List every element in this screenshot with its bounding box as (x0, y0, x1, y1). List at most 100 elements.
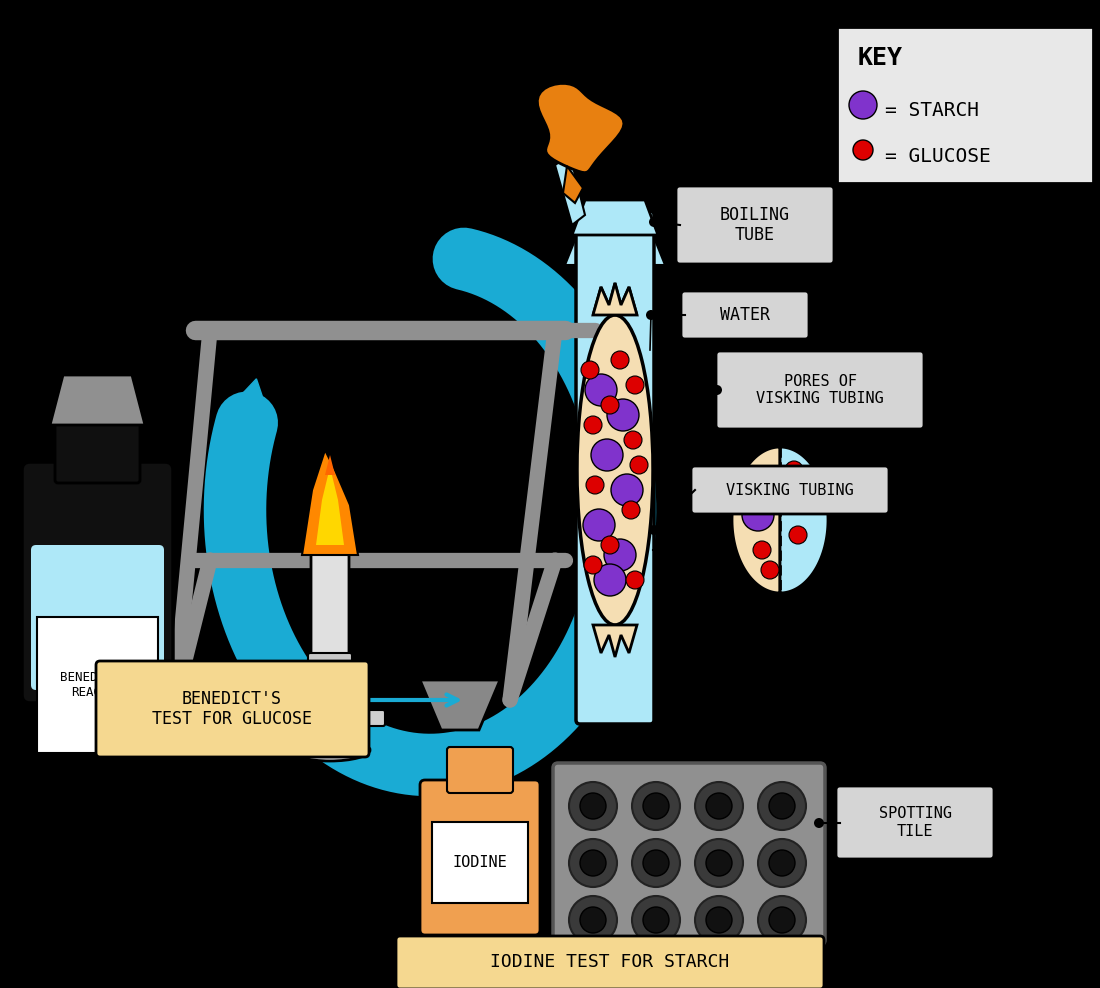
Circle shape (632, 839, 680, 887)
Circle shape (584, 556, 602, 574)
Text: BENEDICT'S
TEST FOR GLUCOSE: BENEDICT'S TEST FOR GLUCOSE (152, 690, 312, 728)
Circle shape (569, 896, 617, 944)
Circle shape (644, 907, 669, 933)
Polygon shape (420, 680, 500, 730)
FancyBboxPatch shape (676, 186, 834, 264)
Polygon shape (593, 625, 637, 657)
FancyBboxPatch shape (37, 617, 158, 753)
Circle shape (632, 782, 680, 830)
Circle shape (758, 782, 806, 830)
Text: PORES OF
VISKING TUBING: PORES OF VISKING TUBING (756, 373, 884, 406)
Circle shape (584, 416, 602, 434)
Ellipse shape (290, 739, 370, 761)
FancyBboxPatch shape (308, 653, 352, 679)
Circle shape (695, 782, 743, 830)
Polygon shape (324, 455, 336, 475)
Circle shape (607, 399, 639, 431)
Circle shape (585, 374, 617, 406)
Circle shape (610, 474, 643, 506)
Polygon shape (563, 166, 583, 203)
FancyBboxPatch shape (553, 763, 825, 945)
Polygon shape (780, 447, 828, 593)
FancyBboxPatch shape (396, 936, 824, 988)
FancyBboxPatch shape (55, 422, 140, 483)
Circle shape (644, 793, 669, 819)
Circle shape (706, 850, 732, 876)
FancyBboxPatch shape (447, 747, 513, 793)
Text: SPOTTING
TILE: SPOTTING TILE (879, 806, 952, 839)
Circle shape (630, 456, 648, 474)
Circle shape (761, 561, 779, 579)
Circle shape (754, 541, 771, 559)
Circle shape (626, 376, 644, 394)
Circle shape (626, 571, 644, 589)
FancyBboxPatch shape (576, 211, 654, 724)
Polygon shape (593, 283, 637, 315)
Polygon shape (565, 220, 666, 265)
Polygon shape (572, 200, 658, 235)
Ellipse shape (578, 315, 653, 625)
Circle shape (610, 351, 629, 369)
Circle shape (706, 907, 732, 933)
Circle shape (849, 91, 877, 119)
Circle shape (591, 439, 623, 471)
Circle shape (604, 539, 636, 571)
Circle shape (621, 501, 640, 519)
FancyBboxPatch shape (356, 710, 385, 726)
Circle shape (580, 907, 606, 933)
Polygon shape (537, 83, 624, 173)
Circle shape (814, 818, 824, 828)
Circle shape (583, 509, 615, 541)
Circle shape (769, 907, 795, 933)
Circle shape (649, 217, 659, 227)
Circle shape (580, 850, 606, 876)
Text: BENEDICT'S
REAGENT: BENEDICT'S REAGENT (60, 671, 135, 699)
Text: IODINE TEST FOR STARCH: IODINE TEST FOR STARCH (491, 953, 729, 971)
Circle shape (601, 536, 619, 554)
Circle shape (706, 793, 732, 819)
Text: BOILING
TUBE: BOILING TUBE (720, 206, 790, 244)
Circle shape (785, 461, 803, 479)
Polygon shape (556, 155, 585, 225)
Polygon shape (50, 375, 145, 425)
Circle shape (758, 896, 806, 944)
Text: VISKING TUBING: VISKING TUBING (726, 482, 854, 498)
Circle shape (769, 850, 795, 876)
FancyBboxPatch shape (299, 702, 361, 738)
Circle shape (852, 140, 873, 160)
Circle shape (758, 839, 806, 887)
FancyBboxPatch shape (420, 780, 540, 935)
Circle shape (649, 525, 659, 535)
Circle shape (601, 396, 619, 414)
FancyBboxPatch shape (716, 351, 924, 429)
Circle shape (586, 476, 604, 494)
FancyBboxPatch shape (22, 462, 173, 703)
FancyBboxPatch shape (681, 291, 808, 339)
Polygon shape (316, 467, 344, 545)
Circle shape (793, 486, 811, 504)
Circle shape (580, 793, 606, 819)
Polygon shape (220, 378, 273, 429)
Circle shape (769, 793, 795, 819)
Circle shape (581, 361, 600, 379)
Text: IODINE: IODINE (452, 855, 507, 869)
Circle shape (569, 782, 617, 830)
Circle shape (632, 896, 680, 944)
Circle shape (695, 839, 743, 887)
Circle shape (712, 385, 722, 395)
FancyBboxPatch shape (432, 822, 528, 903)
Circle shape (646, 310, 656, 320)
Polygon shape (732, 447, 780, 593)
Circle shape (624, 431, 642, 449)
Circle shape (742, 499, 774, 531)
FancyBboxPatch shape (837, 27, 1093, 183)
Circle shape (789, 526, 807, 544)
Circle shape (594, 564, 626, 596)
Circle shape (695, 896, 743, 944)
FancyBboxPatch shape (96, 661, 368, 757)
FancyBboxPatch shape (836, 786, 994, 859)
Circle shape (644, 850, 669, 876)
FancyBboxPatch shape (311, 552, 349, 713)
FancyBboxPatch shape (691, 466, 889, 514)
FancyBboxPatch shape (31, 545, 164, 690)
